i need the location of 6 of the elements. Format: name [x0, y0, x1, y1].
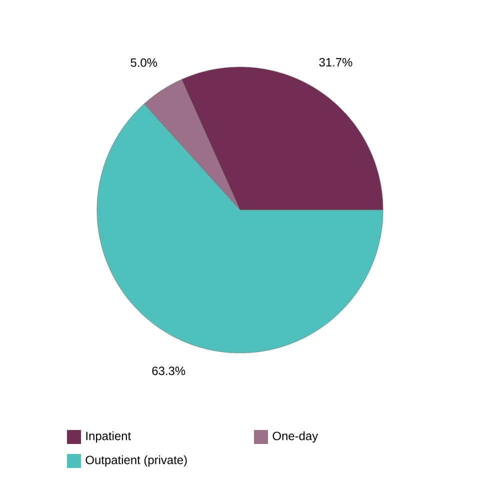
data-label: 31.7%: [319, 58, 352, 67]
data-label: 5.0%: [130, 58, 158, 67]
legend-label: Inpatient: [86, 431, 131, 443]
legend-label: One-day: [272, 431, 318, 443]
legend-label: Outpatient (private): [86, 455, 187, 467]
data-label: 63.3%: [152, 366, 186, 376]
